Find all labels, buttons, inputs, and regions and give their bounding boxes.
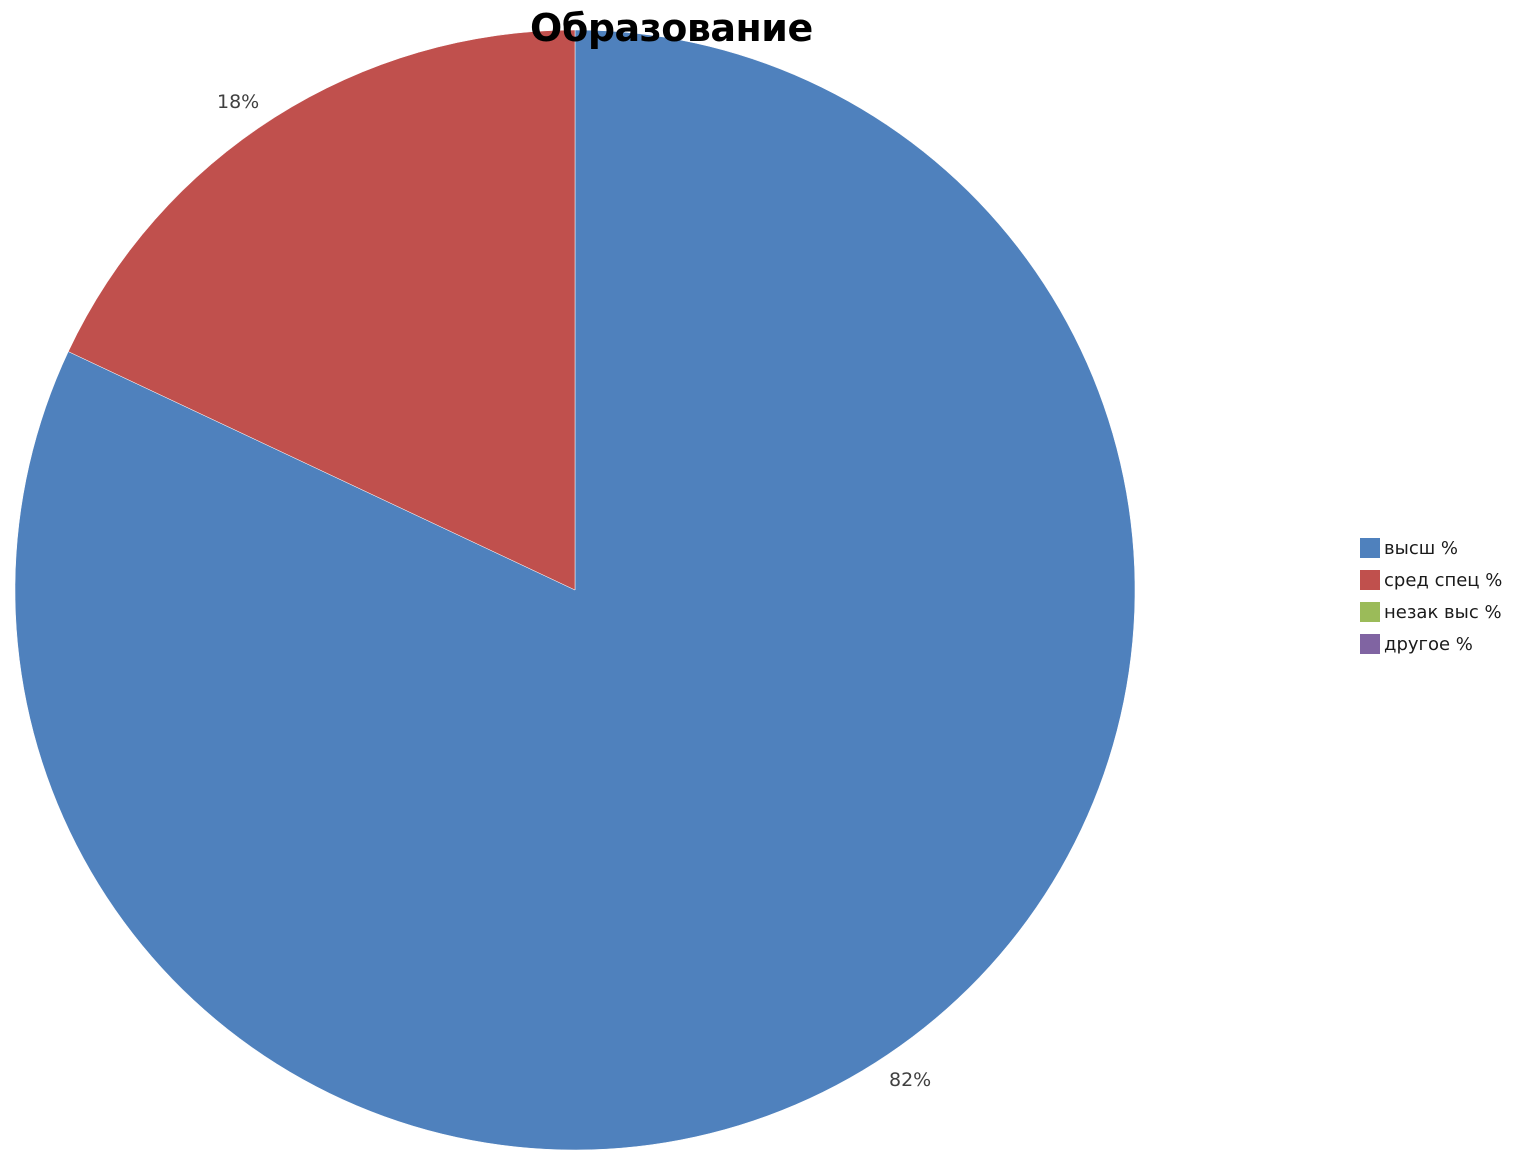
data-label-vyssh: 82%	[889, 1069, 932, 1091]
legend: высш % сред спец % незак выс % другое %	[1360, 532, 1525, 660]
legend-swatch-drugoe	[1360, 634, 1380, 654]
pie-slices	[14, 29, 1136, 1150]
legend-label-sred-spec: сред спец %	[1384, 569, 1503, 591]
legend-item-nezak-vys: незак выс %	[1360, 596, 1525, 628]
legend-swatch-nezak-vys	[1360, 602, 1380, 622]
legend-item-vyssh: высш %	[1360, 532, 1525, 564]
legend-label-nezak-vys: незак выс %	[1384, 601, 1502, 623]
legend-item-drugoe: другое %	[1360, 628, 1525, 660]
pie-slice-sred-spec	[67, 29, 576, 591]
legend-swatch-vyssh	[1360, 538, 1380, 558]
chart-title: Образование	[530, 6, 813, 50]
legend-swatch-sred-spec	[1360, 570, 1380, 590]
legend-label-drugoe: другое %	[1384, 633, 1473, 655]
data-label-sred-spec: 18%	[217, 91, 260, 113]
legend-label-vyssh: высш %	[1384, 537, 1459, 559]
legend-item-sred-spec: сред спец %	[1360, 564, 1525, 596]
